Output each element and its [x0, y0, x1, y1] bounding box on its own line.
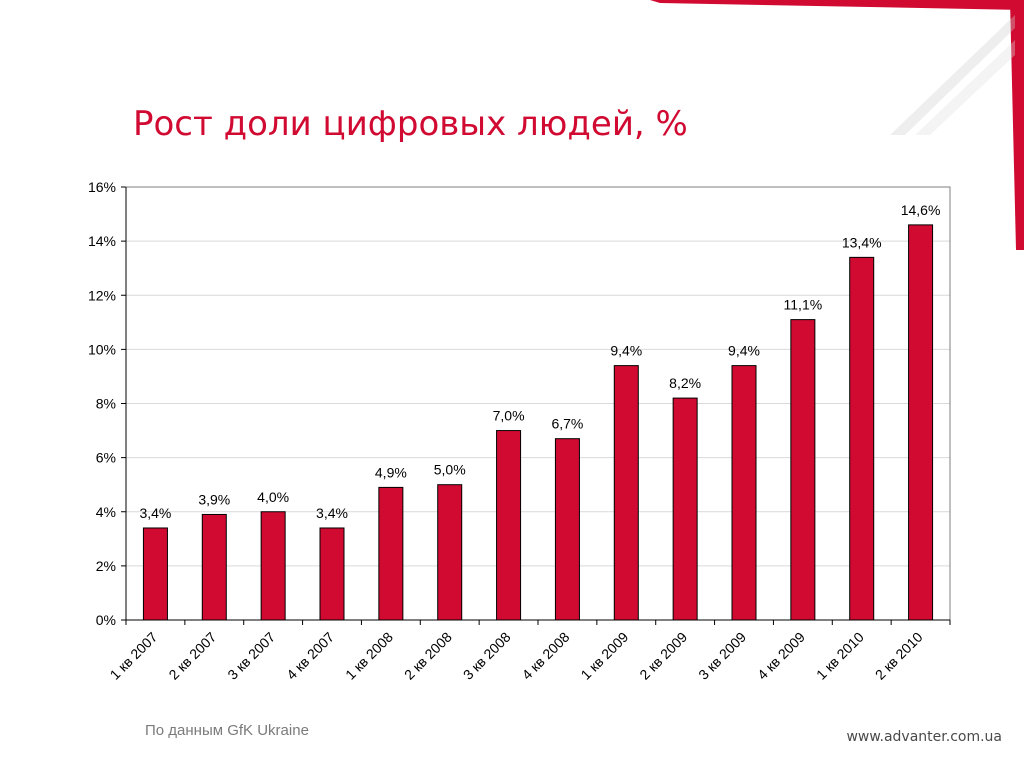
- axes: [121, 186, 951, 625]
- bar: [496, 430, 522, 621]
- bar: [908, 224, 934, 621]
- y-tick-label: 12%: [88, 287, 116, 303]
- bar: [790, 319, 816, 621]
- data-label: 4,9%: [375, 464, 407, 480]
- x-category-label: 2 кв 2007: [165, 629, 219, 683]
- bar: [378, 486, 404, 621]
- data-label: 8,2%: [669, 375, 701, 391]
- slide-title: Рост доли цифровых людей, %: [133, 104, 688, 144]
- bar: [849, 256, 875, 621]
- x-category-label: 3 кв 2008: [460, 629, 514, 683]
- y-tick-label: 16%: [88, 179, 116, 195]
- x-category-label: 4 кв 2007: [283, 629, 337, 683]
- data-label: 3,4%: [316, 505, 348, 521]
- bar: [319, 527, 345, 621]
- x-category-label: 1 кв 2010: [813, 629, 867, 683]
- x-category-label: 1 кв 2007: [107, 629, 161, 683]
- data-label: 5,0%: [434, 462, 466, 478]
- data-label: 7,0%: [493, 408, 525, 424]
- bar: [260, 511, 286, 621]
- top-red-stripe: [650, 0, 1024, 10]
- grey-diagonal-ribbons: [890, 15, 1015, 135]
- bar: [672, 397, 698, 621]
- x-category-label: 2 кв 2010: [872, 629, 926, 683]
- data-label: 14,6%: [901, 202, 941, 218]
- bars: [142, 224, 934, 621]
- x-category-label: 2 кв 2009: [636, 629, 690, 683]
- right-red-stripe: [1010, 0, 1024, 250]
- data-label: 3,4%: [139, 505, 171, 521]
- y-tick-label: 4%: [96, 504, 116, 520]
- data-label: 11,1%: [784, 297, 823, 313]
- y-tick-label: 2%: [96, 558, 116, 574]
- bar: [142, 527, 168, 621]
- data-label: 9,4%: [610, 343, 642, 359]
- gridlines: [126, 186, 950, 567]
- x-category-label: 1 кв 2008: [342, 629, 396, 683]
- y-tick-label: 8%: [96, 396, 116, 412]
- data-label: 4,0%: [257, 489, 289, 505]
- source-note: По данным GfK Ukraine: [145, 722, 309, 739]
- data-label: 9,4%: [728, 343, 760, 359]
- x-category-label: 2 кв 2008: [401, 629, 455, 683]
- data-label: 6,7%: [551, 416, 583, 432]
- bar: [437, 484, 463, 621]
- bar: [201, 513, 227, 621]
- bar: [554, 438, 580, 621]
- x-category-label: 1 кв 2009: [577, 629, 631, 683]
- data-label: 13,4%: [842, 234, 882, 250]
- y-tick-label: 10%: [88, 341, 116, 357]
- x-category-label: 3 кв 2009: [695, 629, 749, 683]
- y-tick-label: 6%: [96, 450, 116, 466]
- x-category-label: 3 кв 2007: [224, 629, 278, 683]
- bar: [613, 365, 639, 621]
- x-category-label: 4 кв 2008: [519, 629, 573, 683]
- y-tick-label: 14%: [88, 233, 116, 249]
- website-url: www.advanter.com.ua: [846, 729, 1002, 745]
- y-tick-label: 0%: [96, 612, 116, 628]
- bar: [731, 365, 757, 621]
- x-category-label: 4 кв 2009: [754, 629, 808, 683]
- data-label: 3,9%: [198, 491, 230, 507]
